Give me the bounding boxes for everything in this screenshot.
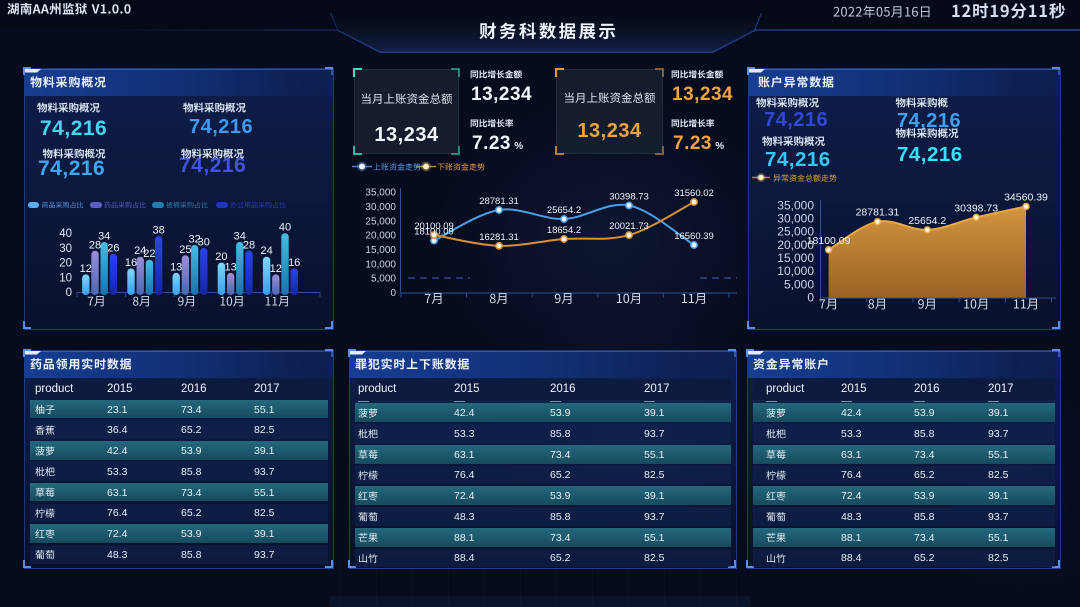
svg-text:5,000: 5,000 [371, 274, 396, 285]
svg-text:20,000: 20,000 [777, 238, 814, 252]
svg-text:22: 22 [143, 248, 155, 260]
svg-text:31560.02: 31560.02 [674, 188, 714, 199]
svg-text:20,000: 20,000 [365, 231, 396, 242]
svg-text:18100.09: 18100.09 [807, 235, 851, 247]
svg-text:16560.39: 16560.39 [674, 231, 714, 242]
svg-text:40: 40 [279, 222, 291, 234]
svg-text:0: 0 [807, 291, 814, 305]
svg-text:25654.2: 25654.2 [547, 205, 581, 216]
svg-text:25,000: 25,000 [777, 225, 814, 239]
svg-text:34: 34 [234, 231, 246, 243]
svg-text:30: 30 [59, 243, 72, 255]
svg-text:13: 13 [170, 261, 182, 273]
svg-text:24: 24 [134, 245, 146, 257]
svg-text:18100.09: 18100.09 [414, 227, 454, 238]
svg-text:18654.2: 18654.2 [547, 225, 581, 236]
svg-text:10,000: 10,000 [365, 259, 396, 270]
svg-text:16: 16 [125, 257, 137, 269]
svg-text:28: 28 [89, 239, 101, 251]
svg-text:10: 10 [59, 272, 72, 284]
svg-text:34560.39: 34560.39 [1004, 192, 1048, 204]
svg-text:16281.31: 16281.31 [479, 232, 519, 243]
svg-text:28: 28 [243, 239, 255, 251]
svg-text:20: 20 [59, 258, 72, 270]
svg-text:0: 0 [66, 287, 72, 299]
svg-text:30: 30 [198, 236, 210, 248]
svg-text:28781.31: 28781.31 [856, 207, 900, 219]
svg-text:15,000: 15,000 [777, 251, 814, 265]
svg-text:32: 32 [188, 234, 200, 246]
svg-text:30398.73: 30398.73 [954, 202, 998, 214]
svg-text:25654.2: 25654.2 [908, 215, 946, 227]
svg-text:5,000: 5,000 [784, 277, 814, 291]
svg-text:28781.31: 28781.31 [479, 196, 519, 207]
svg-text:20: 20 [215, 251, 227, 263]
svg-text:40: 40 [59, 228, 72, 240]
svg-text:24: 24 [260, 245, 272, 257]
svg-text:20021.73: 20021.73 [609, 221, 649, 232]
svg-text:26: 26 [107, 242, 119, 254]
svg-text:30,000: 30,000 [777, 212, 814, 226]
svg-text:20100.09: 20100.09 [414, 221, 454, 232]
svg-text:25: 25 [179, 244, 191, 256]
svg-text:35,000: 35,000 [365, 188, 396, 199]
svg-text:35,000: 35,000 [777, 198, 814, 212]
svg-text:12: 12 [270, 263, 282, 275]
svg-text:15,000: 15,000 [365, 245, 396, 256]
svg-text:34: 34 [98, 231, 110, 243]
svg-text:13: 13 [224, 261, 236, 273]
svg-text:25,000: 25,000 [365, 216, 396, 227]
svg-text:38: 38 [152, 225, 164, 237]
svg-text:30398.73: 30398.73 [609, 191, 649, 202]
svg-text:12: 12 [80, 263, 92, 275]
svg-text:10,000: 10,000 [777, 264, 814, 278]
svg-text:30,000: 30,000 [365, 202, 396, 213]
svg-text:16: 16 [288, 257, 300, 269]
svg-text:0: 0 [390, 288, 396, 299]
